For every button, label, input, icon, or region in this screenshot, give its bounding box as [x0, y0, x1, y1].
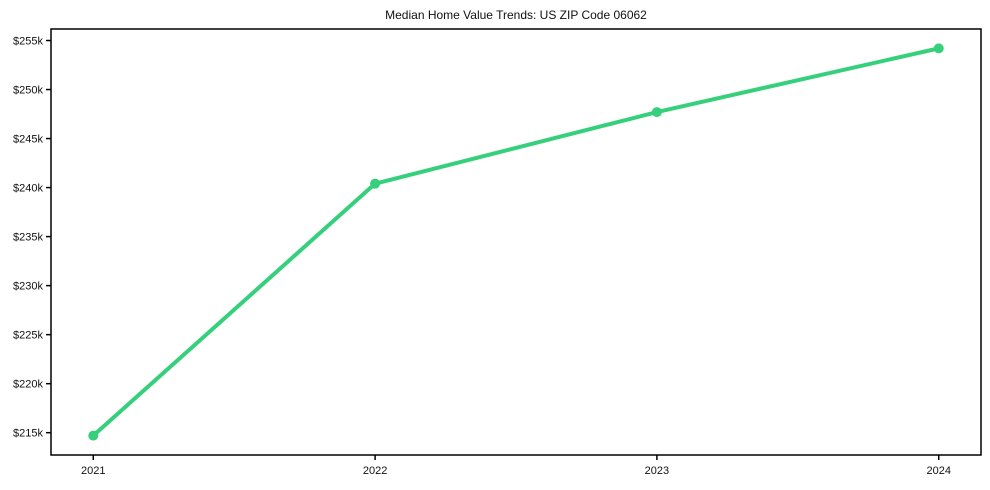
plot-border [50, 28, 982, 456]
y-tick-label: $240k [13, 183, 43, 195]
y-tick-label: $215k [13, 428, 43, 440]
data-point-marker [370, 178, 381, 189]
data-point-marker [651, 107, 662, 118]
data-point-marker [933, 43, 944, 54]
x-tick-label: 2022 [363, 465, 387, 477]
y-tick-label: $245k [13, 134, 43, 146]
y-tick-label: $225k [13, 330, 43, 342]
y-tick-label: $235k [13, 232, 43, 244]
y-tick-label: $220k [13, 379, 43, 391]
y-tick-label: $230k [13, 281, 43, 293]
trend-line [91, 46, 941, 438]
x-tick-label: 2024 [926, 465, 950, 477]
y-tick-label: $250k [13, 85, 43, 97]
x-tick-label: 2021 [81, 465, 105, 477]
x-tick-label: 2023 [645, 465, 669, 477]
y-tick-label: $255k [13, 36, 43, 48]
chart-title: Median Home Value Trends: US ZIP Code 06… [385, 8, 647, 22]
data-point-marker [88, 430, 99, 441]
